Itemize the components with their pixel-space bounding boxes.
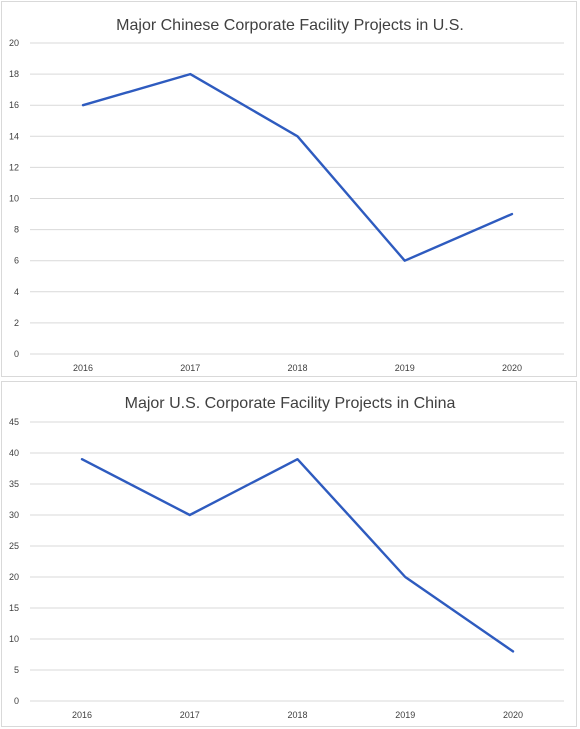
y-tick-label: 18 xyxy=(9,69,19,79)
series-line xyxy=(80,457,515,653)
y-tick-label: 2 xyxy=(14,318,19,328)
y-tick-label: 15 xyxy=(9,603,19,613)
series-group xyxy=(80,457,515,653)
grid-lines xyxy=(30,421,564,702)
chart-panel-chinese-projects-in-us: Major Chinese Corporate Facility Project… xyxy=(1,1,577,377)
chart-svg: Major Chinese Corporate Facility Project… xyxy=(9,17,564,373)
y-tick-label: 10 xyxy=(9,634,19,644)
x-tick-label: 2018 xyxy=(287,363,307,373)
x-tick-label: 2020 xyxy=(502,363,522,373)
x-axis-ticks: 2016 2017 2018 2019 2020 xyxy=(73,363,522,373)
x-axis-ticks: 2016 2017 2018 2019 2020 xyxy=(72,710,523,720)
x-tick-label: 2019 xyxy=(395,363,415,373)
y-axis-ticks: 0 2 4 6 8 10 12 14 16 18 20 xyxy=(9,38,19,359)
y-tick-label: 6 xyxy=(14,256,19,266)
y-tick-label: 35 xyxy=(9,479,19,489)
x-tick-label: 2016 xyxy=(73,363,93,373)
y-tick-label: 5 xyxy=(14,665,19,675)
y-tick-label: 16 xyxy=(9,100,19,110)
y-tick-label: 14 xyxy=(9,131,19,141)
x-tick-label: 2020 xyxy=(503,710,523,720)
chart-title: Major Chinese Corporate Facility Project… xyxy=(116,17,464,34)
series-group xyxy=(81,72,514,262)
y-tick-label: 0 xyxy=(14,349,19,359)
x-tick-label: 2017 xyxy=(180,710,200,720)
y-tick-label: 25 xyxy=(9,541,19,551)
chart-svg: Major U.S. Corporate Facility Projects i… xyxy=(9,395,564,720)
y-tick-label: 40 xyxy=(9,448,19,458)
x-tick-label: 2017 xyxy=(180,363,200,373)
y-axis-ticks: 0 5 10 15 20 25 30 35 40 45 xyxy=(9,417,19,706)
y-tick-label: 8 xyxy=(14,225,19,235)
x-tick-label: 2019 xyxy=(395,710,415,720)
y-tick-label: 30 xyxy=(9,510,19,520)
y-tick-label: 20 xyxy=(9,572,19,582)
y-tick-label: 4 xyxy=(14,287,19,297)
x-tick-label: 2016 xyxy=(72,710,92,720)
y-tick-label: 12 xyxy=(9,162,19,172)
x-tick-label: 2018 xyxy=(287,710,307,720)
y-tick-label: 20 xyxy=(9,38,19,48)
grid-lines xyxy=(30,42,564,355)
y-tick-label: 0 xyxy=(14,696,19,706)
chart-title: Major U.S. Corporate Facility Projects i… xyxy=(125,395,456,412)
chart-panel-us-projects-in-china: Major U.S. Corporate Facility Projects i… xyxy=(1,381,577,727)
y-tick-label: 45 xyxy=(9,417,19,427)
y-tick-label: 10 xyxy=(9,194,19,204)
